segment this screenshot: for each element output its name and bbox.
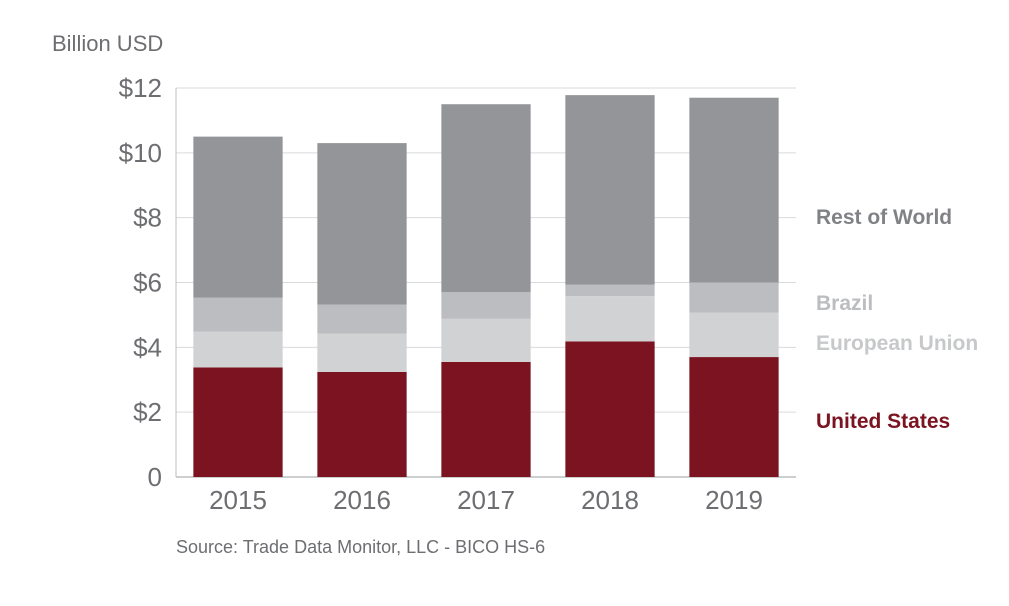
- legend-united-states: United States: [816, 410, 950, 433]
- bars: [193, 95, 779, 477]
- bar-united-states-2018: [565, 341, 655, 477]
- x-axis-ticks: 2015 2016 2017 2018 2019: [209, 485, 763, 515]
- bar-rest-of-world-2018: [565, 95, 655, 285]
- y-tick-label: $8: [133, 203, 162, 233]
- legend-european-union: European Union: [816, 332, 978, 355]
- y-axis-label: Billion USD: [52, 31, 163, 56]
- x-tick-label: 2019: [705, 485, 763, 515]
- bar-rest-of-world-2019: [689, 97, 779, 283]
- bar-united-states-2016: [317, 371, 407, 477]
- bar-european-union-2015: [193, 331, 283, 368]
- bar-rest-of-world-2017: [441, 104, 531, 293]
- bar-united-states-2019: [689, 357, 779, 477]
- y-tick-label: $2: [133, 397, 162, 427]
- bar-european-union-2019: [689, 312, 779, 358]
- bar-united-states-2015: [193, 367, 283, 477]
- x-tick-label: 2018: [581, 485, 639, 515]
- bar-rest-of-world-2016: [317, 143, 407, 305]
- bar-brazil-2015: [193, 297, 283, 332]
- y-tick-label: 0: [148, 462, 162, 492]
- y-axis-ticks: 0 $2 $4 $6 $8 $10 $12: [119, 73, 162, 492]
- bar-brazil-2017: [441, 292, 531, 319]
- bar-brazil-2016: [317, 304, 407, 334]
- y-tick-label: $10: [119, 138, 162, 168]
- y-tick-label: $4: [133, 332, 162, 362]
- bar-united-states-2017: [441, 361, 531, 477]
- bar-european-union-2016: [317, 333, 407, 372]
- legend: United States European Union Brazil Rest of…: [816, 206, 978, 433]
- legend-brazil: Brazil: [816, 292, 873, 315]
- bar-european-union-2018: [565, 296, 655, 342]
- x-tick-label: 2017: [457, 485, 515, 515]
- y-tick-label: $12: [119, 73, 162, 103]
- bar-rest-of-world-2015: [193, 136, 283, 298]
- bar-brazil-2019: [689, 282, 779, 313]
- x-tick-label: 2016: [333, 485, 391, 515]
- y-tick-label: $6: [133, 268, 162, 298]
- x-tick-label: 2015: [209, 485, 267, 515]
- legend-rest-of-world: Rest of World: [816, 206, 952, 229]
- bar-brazil-2018: [565, 284, 655, 297]
- source-note: Source: Trade Data Monitor, LLC - BICO H…: [176, 537, 545, 557]
- bar-european-union-2017: [441, 318, 531, 362]
